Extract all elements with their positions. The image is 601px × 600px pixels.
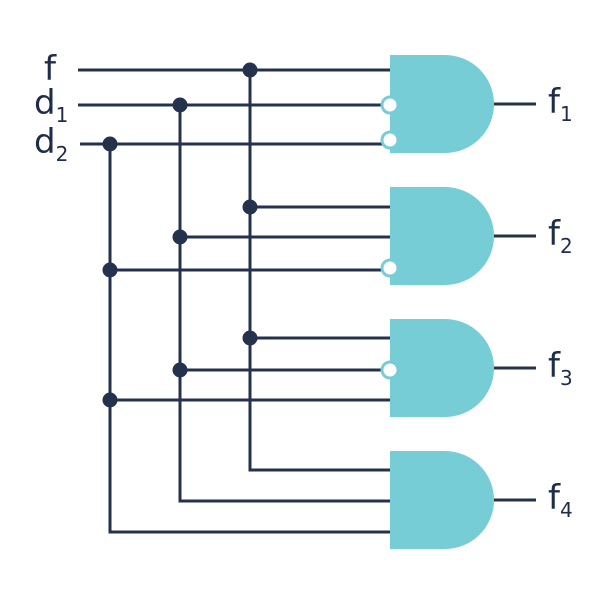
and-gate-f2	[390, 187, 494, 285]
wire-d1	[78, 103, 390, 503]
wire-f	[78, 68, 390, 472]
output-labels: f1 f2 f3 f4	[548, 82, 573, 522]
junction-dot	[242, 330, 258, 346]
junctions	[102, 62, 258, 408]
output-label-f2: f2	[548, 214, 573, 258]
inversion-bubble	[380, 130, 400, 150]
and-gate-f4	[390, 451, 494, 549]
junction-dot	[172, 229, 188, 245]
junction-dot	[172, 97, 188, 113]
output-label-f3: f3	[548, 346, 573, 390]
junction-dot	[102, 136, 118, 152]
input-label-f: f	[44, 49, 57, 89]
input-label-d2: d2	[34, 122, 68, 166]
junction-dot	[242, 62, 258, 78]
inversion-bubble	[380, 360, 400, 380]
inversion-bubble	[380, 258, 400, 278]
wires	[78, 68, 536, 534]
inversion-bubble	[380, 95, 400, 115]
wire-d2	[80, 142, 390, 534]
and-gate-f3	[390, 319, 494, 417]
junction-dot	[242, 199, 258, 215]
junction-dot	[102, 392, 118, 408]
junction-dot	[102, 262, 118, 278]
junction-dot	[172, 362, 188, 378]
input-label-d1: d1	[34, 83, 68, 127]
gates	[390, 55, 494, 549]
and-gate-f1	[390, 55, 494, 153]
output-label-f4: f4	[548, 478, 573, 522]
inversion-bubbles	[380, 95, 400, 380]
input-labels: f d1 d2	[34, 49, 68, 166]
output-label-f1: f1	[548, 82, 573, 126]
